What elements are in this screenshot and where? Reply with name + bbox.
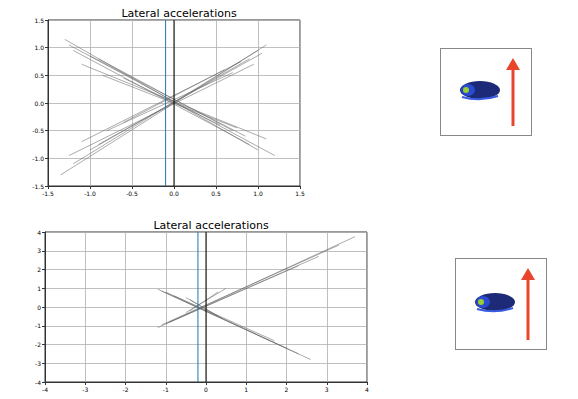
svg-text:-4: -4 [35, 379, 41, 386]
svg-text:Lateral accelerations: Lateral accelerations [121, 7, 237, 20]
svg-text:-0.5: -0.5 [126, 190, 138, 197]
svg-text:1.5: 1.5 [295, 190, 305, 197]
svg-text:-1: -1 [163, 386, 169, 393]
svg-text:0: 0 [204, 386, 208, 393]
svg-text:0.5: 0.5 [34, 72, 44, 79]
svg-text:-1.0: -1.0 [84, 190, 96, 197]
svg-text:-1.0: -1.0 [32, 155, 44, 162]
svg-text:Lateral accelerations: Lateral accelerations [153, 219, 269, 232]
svg-text:3: 3 [325, 386, 329, 393]
svg-text:3: 3 [37, 247, 41, 254]
svg-text:4: 4 [365, 386, 369, 393]
svg-text:0.0: 0.0 [34, 100, 44, 107]
svg-text:-2: -2 [123, 386, 129, 393]
svg-text:1.0: 1.0 [253, 190, 263, 197]
svg-text:0.0: 0.0 [169, 190, 179, 197]
svg-text:2: 2 [285, 386, 289, 393]
svg-text:4: 4 [37, 229, 41, 236]
svg-text:-1.5: -1.5 [42, 190, 54, 197]
svg-text:1.0: 1.0 [34, 44, 44, 51]
svg-text:2: 2 [37, 266, 41, 273]
svg-text:1: 1 [37, 285, 41, 292]
svg-text:1.5: 1.5 [34, 17, 44, 24]
svg-text:-1: -1 [35, 322, 41, 329]
svg-text:-3: -3 [82, 386, 88, 393]
svg-text:-0.5: -0.5 [32, 127, 44, 134]
svg-text:0.5: 0.5 [211, 190, 221, 197]
svg-text:-3: -3 [35, 360, 41, 367]
svg-text:-4: -4 [42, 386, 48, 393]
svg-text:0: 0 [37, 304, 41, 311]
svg-text:1: 1 [244, 386, 248, 393]
svg-text:-1.5: -1.5 [32, 183, 44, 190]
svg-text:-2: -2 [35, 341, 41, 348]
